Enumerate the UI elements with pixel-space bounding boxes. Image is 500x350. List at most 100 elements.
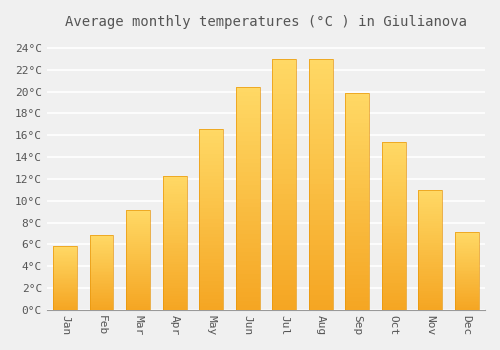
Bar [236,176,260,181]
Bar [382,259,406,263]
Bar [346,271,369,275]
Bar [163,267,186,270]
Bar [455,256,478,257]
Bar [90,253,114,254]
Bar [163,291,186,294]
Bar [272,210,296,215]
Bar [54,294,77,296]
Bar [455,260,478,262]
Bar [163,259,186,261]
Bar [272,139,296,144]
Bar [382,172,406,175]
Bar [418,245,442,247]
Bar [346,119,369,123]
Bar [126,268,150,270]
Bar [346,258,369,262]
Bar [126,260,150,262]
Bar [309,109,332,114]
Bar [54,292,77,293]
Bar [309,290,332,295]
Bar [126,272,150,274]
Bar [54,306,77,307]
Bar [163,256,186,259]
Bar [236,132,260,136]
Bar [382,229,406,233]
Bar [126,290,150,292]
Bar [90,284,114,286]
Bar [418,284,442,286]
Bar [346,136,369,141]
Bar [418,255,442,257]
Bar [54,305,77,306]
Bar [126,258,150,260]
Bar [200,219,223,223]
Bar [126,252,150,254]
Bar [418,199,442,202]
Bar [272,184,296,189]
Bar [200,226,223,230]
Bar [236,234,260,239]
Bar [418,206,442,209]
Bar [382,155,406,159]
Bar [236,181,260,185]
Bar [236,225,260,230]
Bar [90,265,114,266]
Bar [200,285,223,288]
Bar [126,292,150,294]
Bar [90,286,114,287]
Bar [90,263,114,265]
Bar [418,247,442,250]
Bar [90,262,114,263]
Bar [309,79,332,84]
Bar [200,183,223,187]
Bar [455,285,478,287]
Bar [163,275,186,278]
Bar [418,195,442,197]
Bar [236,265,260,270]
Bar [309,260,332,265]
Bar [309,295,332,300]
Bar [455,296,478,297]
Bar [126,250,150,252]
Bar [455,305,478,307]
Bar [272,79,296,84]
Bar [382,226,406,229]
Bar [163,184,186,187]
Bar [54,257,77,258]
Bar [54,260,77,261]
Bar [309,84,332,89]
Bar [309,114,332,119]
Bar [382,179,406,182]
Bar [382,283,406,286]
Bar [236,159,260,163]
Bar [418,233,442,236]
Bar [455,268,478,270]
Bar [418,300,442,303]
Bar [418,216,442,219]
Bar [126,264,150,266]
Bar [346,228,369,232]
Bar [382,202,406,206]
Bar [200,176,223,180]
Bar [126,214,150,216]
Bar [90,254,114,256]
Bar [272,240,296,245]
Bar [200,234,223,237]
Bar [346,245,369,249]
Bar [418,279,442,281]
Bar [382,286,406,290]
Bar [309,275,332,280]
Bar [346,214,369,219]
Bar [418,214,442,216]
Bar [309,195,332,200]
Bar [200,205,223,209]
Bar [90,266,114,268]
Bar [346,284,369,288]
Bar [418,293,442,295]
Bar [200,277,223,281]
Bar [382,169,406,172]
Bar [126,288,150,290]
Bar [272,144,296,149]
Bar [163,243,186,245]
Bar [455,280,478,282]
